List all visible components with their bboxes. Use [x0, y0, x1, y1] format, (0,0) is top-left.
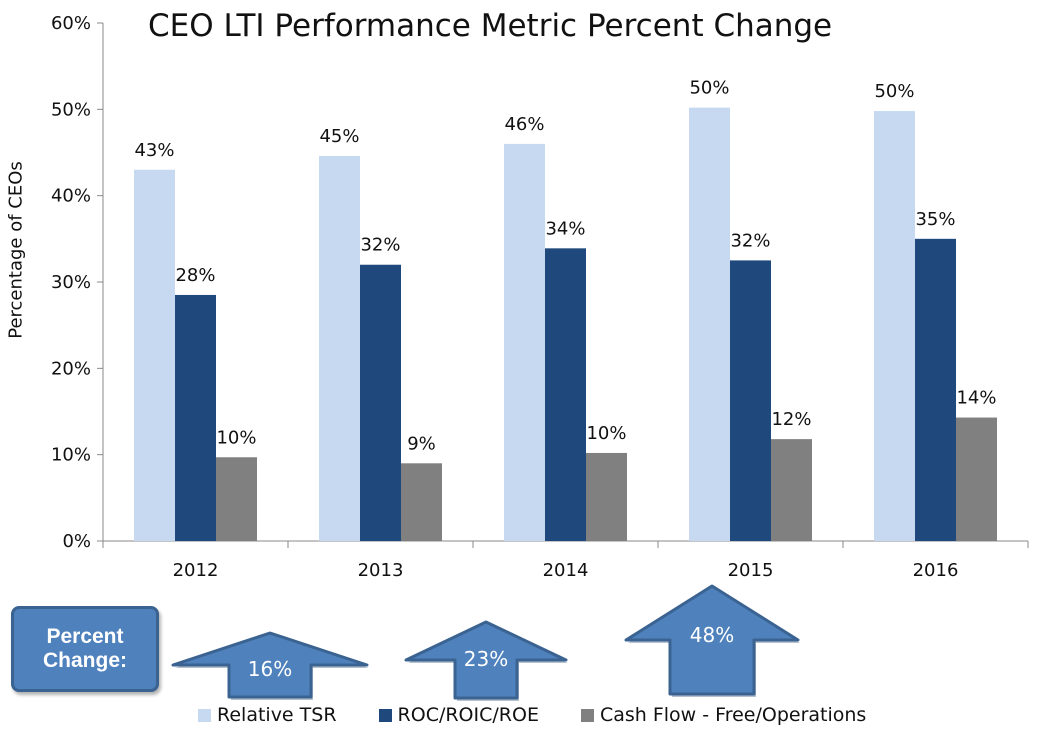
bar: [730, 260, 771, 541]
y-tick-label: 50%: [51, 99, 91, 120]
legend-label: Relative TSR: [217, 704, 337, 726]
x-tick-label: 2014: [543, 560, 589, 581]
data-label: 45%: [319, 126, 359, 147]
legend: Relative TSR ROC/ROIC/ROE Cash Flow - Fr…: [198, 704, 908, 726]
data-label: 32%: [730, 230, 770, 251]
bar: [175, 294, 216, 541]
legend-item-cash-flow: Cash Flow - Free/Operations: [580, 704, 867, 726]
bar: [586, 452, 627, 541]
data-label: 50%: [874, 81, 914, 102]
bar: [874, 111, 915, 541]
y-tick-label: 20%: [51, 358, 91, 379]
legend-swatch: [580, 708, 594, 722]
bar: [360, 264, 401, 541]
chart-title: CEO LTI Performance Metric Percent Chang…: [148, 8, 833, 44]
bar: [771, 439, 812, 541]
data-label: 9%: [407, 433, 436, 454]
up-arrow-icon: [404, 620, 568, 700]
legend-swatch: [198, 708, 211, 722]
bar: [401, 463, 442, 541]
legend-item-relative-tsr: Relative TSR: [198, 704, 337, 726]
y-tick-label: 40%: [51, 186, 91, 207]
bar: [545, 248, 586, 541]
bar: [689, 107, 730, 542]
percent-change-label-line2: Change:: [43, 649, 127, 672]
percent-change-value: 48%: [690, 623, 734, 647]
y-tick-label: 30%: [51, 272, 91, 293]
y-tick-label: 60%: [51, 13, 91, 34]
bar: [216, 457, 257, 541]
data-label: 34%: [545, 218, 585, 239]
data-label: 32%: [360, 235, 400, 256]
data-label: 12%: [771, 409, 811, 430]
data-label: 43%: [134, 140, 174, 161]
percent-change-label-line1: Percent: [46, 624, 124, 648]
bar: [956, 417, 997, 541]
x-tick-label: 2015: [728, 560, 774, 581]
data-label: 14%: [956, 388, 996, 409]
data-label: 50%: [689, 78, 729, 99]
x-tick-label: 2013: [358, 560, 404, 581]
bar: [134, 169, 175, 541]
up-arrow-icon: [624, 584, 800, 696]
data-label: 10%: [586, 423, 626, 444]
y-tick-label: 0%: [62, 531, 91, 552]
up-arrow-icon: [171, 631, 369, 699]
y-tick-label: 10%: [51, 445, 91, 466]
data-label: 35%: [915, 209, 955, 230]
data-label: 28%: [175, 265, 215, 286]
percent-change-label: Percent Change:: [11, 606, 159, 692]
percent-change-value: 16%: [248, 657, 292, 681]
bar: [915, 238, 956, 542]
legend-label: Cash Flow - Free/Operations: [599, 704, 867, 726]
data-label: 46%: [504, 114, 544, 135]
percent-change-value: 23%: [464, 647, 508, 671]
bar: [504, 143, 545, 541]
x-tick-label: 2016: [913, 560, 959, 581]
bar: [319, 155, 360, 541]
legend-label: ROC/ROIC/ROE: [397, 704, 539, 726]
data-label: 10%: [216, 427, 256, 448]
legend-item-roc: ROC/ROIC/ROE: [378, 704, 539, 726]
legend-swatch: [378, 708, 392, 722]
x-tick-label: 2012: [173, 560, 219, 581]
